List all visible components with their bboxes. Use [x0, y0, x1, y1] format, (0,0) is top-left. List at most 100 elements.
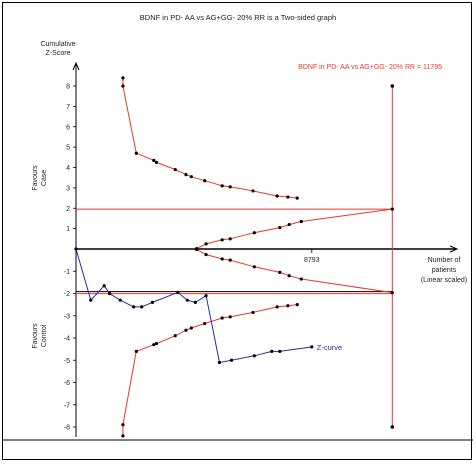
z-curve-point-1	[89, 298, 93, 302]
upper-futility-point-1	[204, 242, 208, 246]
lower-futility-boundary	[196, 248, 393, 294]
y-axis-label-line-1: Cumulative	[40, 41, 75, 48]
upper-boundary-point-7	[189, 175, 193, 179]
y-tick-label-13: -6	[64, 380, 70, 387]
upper-monitoring-boundary	[122, 77, 298, 199]
upper-futility-point-5	[278, 226, 282, 230]
upper-futility-point-4	[252, 231, 256, 235]
lower-boundary-point-3	[152, 343, 156, 347]
z-curve-point-11	[204, 294, 208, 298]
y-tick-label-1: 7	[66, 104, 70, 111]
z-curve-point-14	[252, 354, 256, 358]
upper-futility-point-2	[220, 238, 224, 242]
upper-boundary-point-10	[228, 185, 232, 189]
lower-boundary-point-4	[154, 341, 159, 346]
z-curve-point-2	[102, 284, 106, 288]
upper-boundary-point-0	[121, 76, 125, 80]
z-curve-point-13	[229, 358, 234, 362]
z-curve-point-12	[217, 360, 222, 365]
y-axis-label-line-2: Z-Score	[46, 50, 71, 57]
y-tick-label-15: -8	[64, 425, 70, 432]
upper-boundary-point-9	[220, 184, 224, 188]
upper-futility-boundary	[196, 208, 393, 250]
upper-futility-point-7	[299, 219, 303, 224]
x-tick-label: 8793	[304, 257, 320, 264]
lower-futility-point-1	[204, 252, 208, 257]
ris-top-point	[390, 84, 395, 88]
z-curve-point-10	[193, 300, 197, 304]
z-curve-point-0	[74, 247, 78, 251]
lower-boundary-point-2	[134, 349, 138, 353]
lower-futility-point-4	[252, 265, 256, 269]
y-tick-label-12: -5	[64, 358, 70, 365]
z-curve-point-5	[132, 305, 136, 309]
z-curve-point-3	[107, 291, 112, 296]
upper-futility-point-3	[228, 237, 232, 241]
z-curve-label: Z-curve	[317, 343, 342, 352]
favours-control-line-2: Control	[41, 324, 48, 347]
y-tick-label-8: -1	[64, 269, 70, 276]
y-tick-label-4: 4	[66, 165, 70, 172]
lower-futility-point-2	[220, 257, 224, 261]
y-tick-label-0: 8	[66, 84, 70, 91]
lower-futility-point-5	[278, 270, 282, 274]
upper-boundary-point-1	[121, 84, 125, 88]
z-curve-point-16	[278, 349, 282, 353]
upper-boundary-point-8	[203, 179, 207, 183]
figure-frame	[2, 2, 472, 460]
lower-boundary-point-0	[121, 434, 125, 438]
y-tick-label-10: -3	[64, 313, 70, 320]
upper-futility-point-6	[287, 222, 291, 227]
lower-futility-point-6	[287, 274, 291, 278]
lower-boundary-point-7	[189, 326, 193, 330]
z-curve-point-17	[310, 345, 314, 349]
x-axis-arrow	[449, 245, 459, 253]
lower-boundary-point-8	[203, 321, 207, 326]
upper-boundary-point-6	[184, 173, 188, 177]
upper-futility-point-8	[390, 207, 394, 211]
favours-case-line-2: Case	[41, 170, 48, 186]
z-curve-point-4	[118, 298, 122, 302]
upper-boundary-point-12	[275, 194, 279, 198]
lower-boundary-point-9	[220, 316, 224, 320]
plot-area: 8 7 6 5 4 3 2 1 -1 -2 -3 -4 -5 -6 -7 -8 8793 Z-curve	[64, 61, 459, 438]
lower-boundary-point-10	[228, 315, 232, 319]
z-curve-point-8	[176, 290, 180, 294]
y-tick-label-11: -4	[64, 336, 70, 343]
y-tick-label-9: -2	[64, 291, 70, 298]
y-tick-label-6: 2	[66, 206, 70, 213]
x-axis-label-line-1: Number of	[428, 257, 461, 264]
upper-boundary-point-4	[154, 160, 159, 165]
y-tick-label-7: 1	[66, 226, 70, 233]
upper-boundary-point-13	[286, 195, 290, 199]
y-tick-label-2: 6	[66, 124, 70, 131]
favours-control-line-1: Favours	[32, 323, 39, 349]
x-axis-label-line-2: patients	[432, 267, 457, 274]
lower-futility-point-8	[390, 291, 394, 295]
x-axis-label-line-3: (Linear scaled)	[421, 277, 467, 284]
upper-boundary-point-14	[295, 196, 299, 200]
lower-boundary-point-11	[251, 310, 255, 315]
upper-boundary-point-2	[134, 151, 138, 155]
lower-boundary-point-6	[184, 328, 188, 332]
lower-boundary-point-13	[286, 304, 290, 308]
lower-boundary-point-1	[121, 423, 125, 427]
y-tick-label-5: 3	[66, 185, 70, 192]
y-tick-label-3: 5	[66, 145, 70, 152]
z-curve-point-15	[270, 349, 274, 353]
upper-boundary-point-3	[152, 158, 156, 162]
ris-bottom-point	[390, 425, 395, 429]
lower-futility-point-7	[299, 277, 303, 281]
lower-boundary-point-5	[173, 334, 177, 338]
z-curve-point-6	[140, 305, 144, 309]
upper-boundary-point-11	[251, 189, 255, 193]
upper-boundary-point-5	[173, 167, 177, 172]
lower-futility-point-0	[195, 247, 199, 252]
lower-boundary-point-12	[275, 305, 279, 309]
z-curve-point-7	[150, 300, 155, 304]
lower-monitoring-boundary	[122, 304, 298, 436]
y-tick-label-14: -7	[64, 402, 70, 409]
y-axis-arrow	[72, 61, 80, 71]
ris-label: BDNF in PD- AA vs AG+GG- 20% RR = 11795	[298, 64, 442, 71]
